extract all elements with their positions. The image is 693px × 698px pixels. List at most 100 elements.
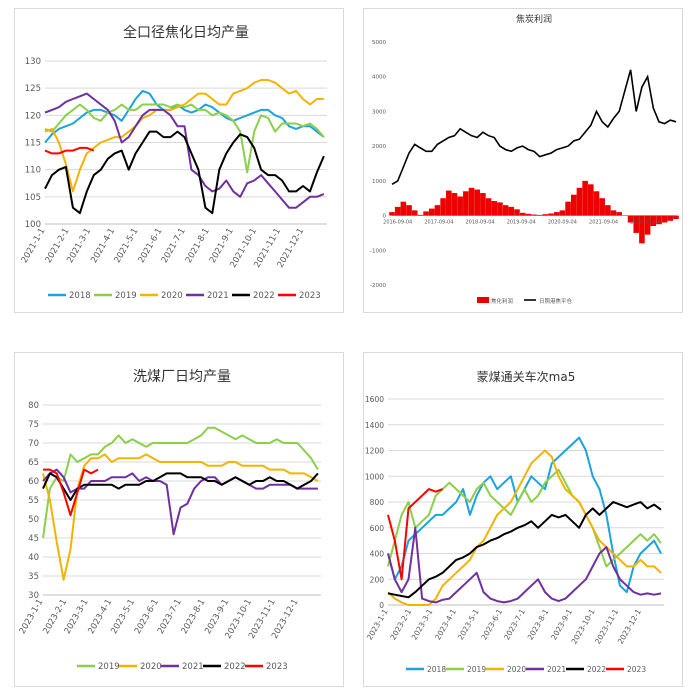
chart-title: 洗煤厂日均产量 [133, 369, 231, 385]
y-tick-label: 1600 [365, 395, 384, 404]
x-tick-label: 2021-09-04 [589, 220, 618, 226]
x-tick-label: 2020-09-04 [548, 220, 577, 226]
y-tick-label: 1000 [372, 179, 386, 185]
profit-bar [593, 191, 600, 216]
profit-bar [667, 215, 674, 221]
profit-bar [525, 213, 532, 216]
series-line-2020 [42, 453, 319, 581]
x-tick-label: 2016-09-04 [383, 220, 412, 226]
series-line-2021 [387, 526, 662, 604]
y-tick-label: 130 [25, 57, 41, 67]
profit-bar [423, 211, 429, 216]
coking-output-chart: 全口径焦化日均产量1001051101151201251302021-1-120… [20, 24, 327, 301]
profit-bar [394, 206, 401, 216]
y-tick-label: 100 [25, 220, 41, 230]
profit-bar [565, 201, 571, 216]
x-tick-label: 2023-7-1 [502, 607, 527, 641]
y-tick-label: 40 [28, 553, 39, 563]
profit-bar [605, 205, 611, 216]
legend-label: 2020 [161, 291, 183, 301]
legend-label: 2019 [115, 291, 137, 301]
series-line-coke-price [391, 69, 677, 185]
chart-panel-mongolia-trucks: 蒙煤通关车次ma5 0 200 400 600 800 1000 1200 1400 1600 20… [363, 352, 683, 687]
legend-label: 2021 [182, 662, 204, 672]
y-tick-label: 65 [28, 458, 39, 468]
y-tick-label: 45 [28, 534, 39, 544]
profit-bar [570, 194, 577, 216]
legend-label: 2018 [427, 665, 446, 674]
profit-bar [411, 210, 418, 216]
x-tick-label: 2023-3-1 [410, 607, 435, 641]
series-line-2021 [44, 92, 325, 209]
series-line-2018 [44, 89, 325, 144]
series-line-2021 [42, 468, 318, 536]
profit-bar [656, 215, 662, 225]
profit-bar [502, 205, 509, 216]
profit-bar [389, 212, 395, 216]
profit-bar [639, 215, 645, 244]
profit-bar [457, 196, 463, 216]
legend-label: 2021 [547, 665, 566, 674]
profit-bar [440, 198, 446, 216]
legend-label: 2018 [69, 291, 91, 301]
chart-panel-washery-output: 洗煤厂日均产量 30 35 40 45 50 55 60 65 70 75 80 2023-1-1 202… [14, 352, 344, 687]
profit-bar [531, 214, 537, 216]
y-tick-label: 50 [28, 515, 39, 525]
profit-bar [508, 206, 515, 216]
y-tick-label: 75 [28, 420, 39, 430]
y-tick-label: 120 [25, 111, 41, 121]
legend-label: 2023 [627, 665, 646, 674]
y-tick-label: 600 [370, 524, 385, 533]
legend-label: 2020 [140, 662, 162, 672]
y-tick-label: 60 [28, 477, 39, 487]
y-tick-label: 110 [25, 166, 41, 176]
series-line-2019 [44, 103, 325, 174]
series-line-2019 [42, 426, 319, 539]
y-tick-label: 105 [25, 193, 41, 203]
y-tick-label: 200 [370, 575, 385, 584]
y-tick-label: 1200 [365, 447, 384, 456]
x-tick-label: 2023-8-1 [526, 607, 551, 641]
legend-label: 2019 [467, 665, 486, 674]
y-tick-label: 70 [28, 439, 39, 449]
legend-label: 2022 [253, 291, 275, 301]
legend-swatch [477, 297, 489, 303]
profit-bar [576, 187, 583, 216]
profit-bar [480, 193, 486, 216]
profit-bar [446, 190, 452, 216]
profit-bar [497, 202, 503, 216]
y-tick-label: 800 [370, 498, 385, 507]
washery-output-chart: 洗煤厂日均产量30354045505560657075802023-1-1202… [18, 369, 321, 672]
legend-label: 2023 [266, 662, 288, 672]
y-tick-label: 2000 [372, 144, 386, 150]
series-line-2022 [387, 501, 662, 599]
series-line-2019 [387, 468, 662, 568]
legend-label: 2019 [98, 662, 120, 672]
profit-bar [542, 214, 549, 216]
series-line-2023 [43, 468, 99, 517]
y-tick-label: 30 [28, 591, 39, 601]
profit-bar [661, 215, 668, 223]
chart-title: 蒙煤通关车次ma5 [477, 369, 576, 384]
profit-bar [627, 215, 634, 223]
y-tick-label: -1000 [370, 248, 386, 254]
profit-bar [468, 187, 475, 216]
profit-bar [491, 200, 498, 216]
y-tick-label: 5000 [372, 40, 386, 46]
chart-title: 全口径焦化日均产量 [123, 24, 249, 41]
profit-bar [400, 201, 407, 216]
profit-bar [463, 191, 469, 216]
chart-panel-coking-output: 全口径焦化日均产量 100 105 110 115 120 125 130 2021-1-1 20… [14, 8, 344, 313]
profit-bar [553, 212, 560, 216]
legend-label: 2020 [507, 665, 526, 674]
x-tick-label: 2023-5-1 [456, 607, 481, 641]
profit-bar [599, 198, 605, 216]
y-tick-label: 115 [25, 139, 41, 149]
profit-bar [519, 212, 526, 216]
series-line-2023 [387, 488, 443, 581]
mongolia-trucks-chart: 蒙煤通关车次ma5 0 200 400 600 800 1000 1200 1400 1600 20… [365, 369, 664, 674]
profit-bar [451, 193, 458, 216]
series-line-2023 [44, 146, 95, 155]
profit-bar [616, 212, 622, 216]
x-tick-label: 2018-09-04 [466, 220, 495, 226]
